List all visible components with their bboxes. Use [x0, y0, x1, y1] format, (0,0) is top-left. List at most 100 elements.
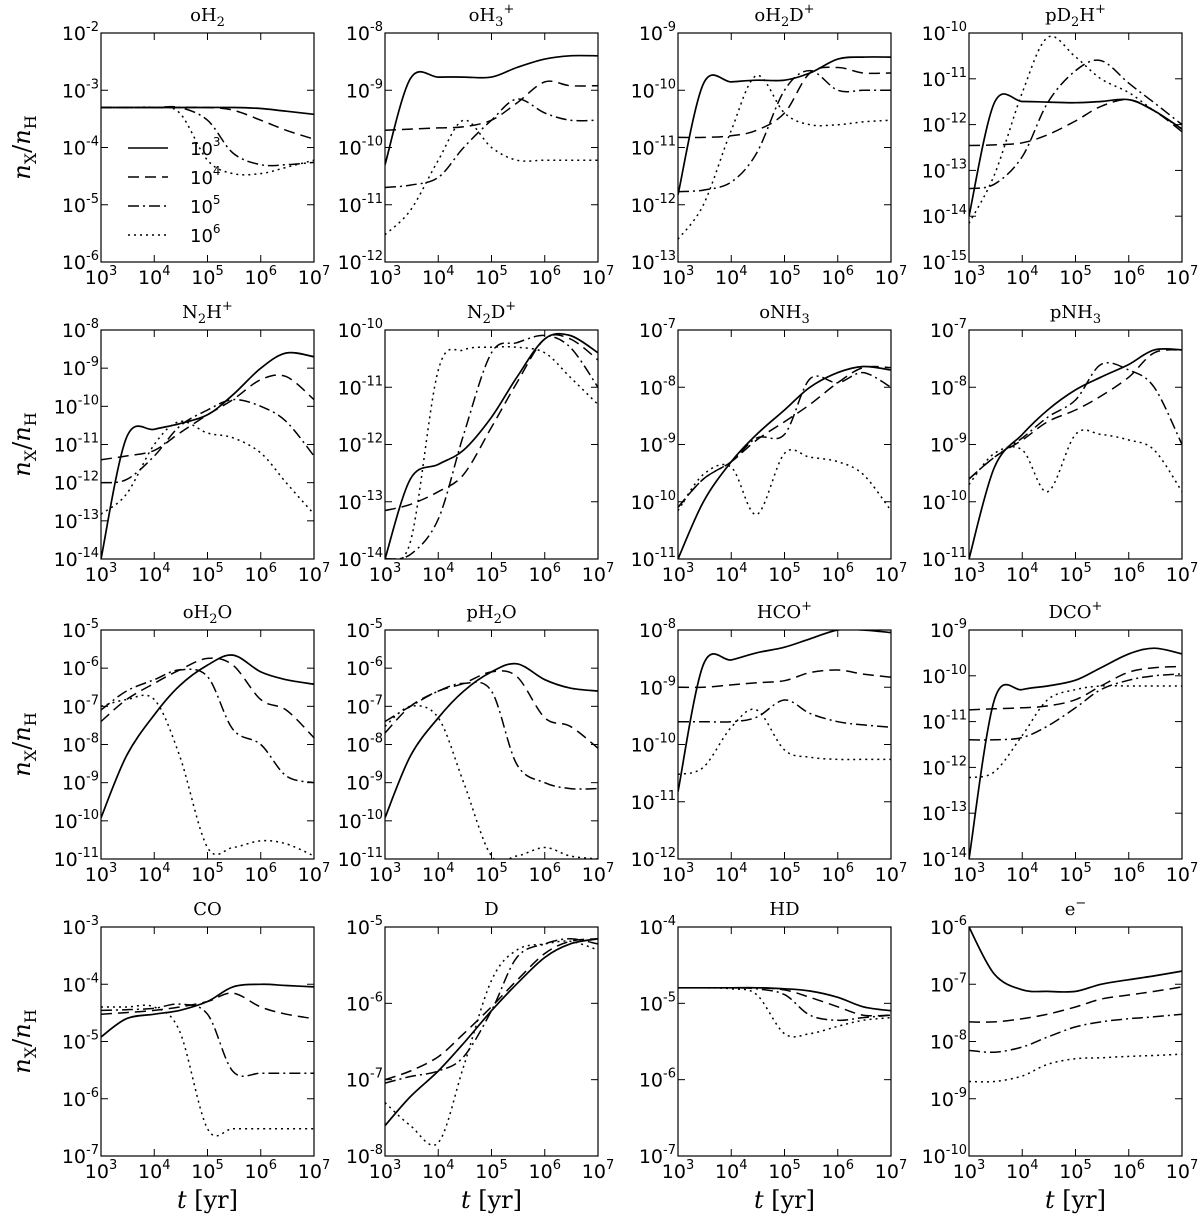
y-tick-label: 10-9 — [62, 355, 99, 380]
series-dashed-line — [385, 80, 598, 132]
y-tick-label: 10-10 — [338, 808, 383, 833]
y-tick-label: 10-5 — [346, 617, 383, 642]
series-dotted-line — [678, 448, 891, 516]
x-tick-label: 104 — [422, 861, 454, 886]
x-tick-label: 107 — [1166, 861, 1198, 886]
series-dashed-line — [101, 106, 314, 140]
panel-title: oH2D+ — [754, 2, 814, 30]
x-tick-label: 106 — [245, 561, 277, 586]
y-tick-label: 10-7 — [930, 971, 967, 996]
y-tick-label: 10-14 — [54, 546, 99, 571]
x-tick-label: 105 — [475, 561, 507, 586]
x-tick-label: 103 — [85, 264, 117, 289]
series-solid-line — [678, 56, 891, 195]
x-tick-label: 107 — [875, 264, 907, 289]
y-tick-label: 10-6 — [62, 655, 99, 680]
x-axis-label: t [yr] — [461, 1186, 522, 1214]
panel-title: HD — [769, 899, 799, 920]
series-dashdot-line — [969, 59, 1182, 190]
y-tick-label: 10-10 — [631, 77, 676, 102]
x-tick-label: 106 — [1113, 1158, 1145, 1183]
series-solid-line — [385, 332, 598, 559]
y-tick-label: 10-4 — [639, 914, 676, 939]
y-tick-label: 10-10 — [631, 489, 676, 514]
x-tick-label: 104 — [138, 561, 170, 586]
x-tick-label: 105 — [1059, 561, 1091, 586]
y-tick-label: 10-9 — [930, 432, 967, 457]
series-dashed-line — [385, 670, 598, 749]
x-tick-label: 105 — [475, 264, 507, 289]
series-solid-line — [678, 630, 891, 792]
y-tick-label: 10-6 — [62, 1086, 99, 1111]
series-dashdot-line — [101, 668, 314, 784]
x-tick-label: 107 — [298, 264, 330, 289]
panel-title: CO — [193, 899, 222, 920]
y-tick-label: 10-13 — [338, 489, 383, 514]
y-tick-label: 10-10 — [338, 135, 383, 160]
series-solid-line — [969, 927, 1182, 993]
x-tick-label: 105 — [191, 1158, 223, 1183]
y-tick-label: 10-10 — [338, 317, 383, 342]
x-tick-label: 105 — [768, 1158, 800, 1183]
series-solid-line — [101, 106, 314, 116]
x-tick-label: 106 — [245, 861, 277, 886]
series-dashed-line — [101, 657, 314, 739]
y-tick-label: 10-13 — [631, 249, 676, 274]
panel-title: N2H+ — [182, 299, 233, 327]
series-dotted-line — [969, 35, 1182, 224]
y-tick-label: 10-11 — [922, 709, 967, 734]
panel-1: 103 104 105 106 10710-1210-1110-1010-910-8oH… — [338, 2, 615, 289]
x-tick-label: 104 — [715, 264, 747, 289]
plot-frame — [968, 329, 1183, 560]
series-dashdot-line — [385, 938, 598, 1084]
x-tick-label: 104 — [1006, 264, 1038, 289]
y-tick-label: 10-4 — [62, 135, 99, 160]
x-tick-label: 105 — [768, 561, 800, 586]
x-tick-label: 104 — [715, 561, 747, 586]
y-tick-label: 10-9 — [639, 20, 676, 45]
y-tick-label: 10-7 — [639, 1143, 676, 1168]
x-tick-label: 104 — [715, 861, 747, 886]
panel-2: 103 104 105 106 107 10-13 10-12 10-11 10-10 10-9 o… — [631, 2, 908, 289]
y-tick-label: 10-3 — [62, 77, 99, 102]
x-axis-label: t [yr] — [177, 1186, 238, 1214]
x-tick-label: 103 — [369, 1158, 401, 1183]
y-tick-label: 10-11 — [338, 192, 383, 217]
legend-label: 103 — [190, 135, 221, 160]
series-dashed-line — [101, 992, 314, 1020]
series-solid-line — [385, 937, 598, 1127]
series-solid-line — [969, 93, 1182, 217]
plot-frame — [384, 926, 599, 1157]
series-dashdot-line — [969, 361, 1182, 480]
series-dashed-line — [678, 66, 891, 139]
x-tick-label: 106 — [529, 561, 561, 586]
series-dotted-line — [101, 694, 314, 857]
x-tick-label: 107 — [582, 561, 614, 586]
series-dashdot-line — [385, 681, 598, 790]
x-tick-label: 103 — [369, 264, 401, 289]
x-tick-label: 103 — [953, 561, 985, 586]
panel-3: 103 104 105 106 10710-1510-1410-1310-1210-11… — [922, 2, 1199, 289]
y-tick-label: 10-9 — [639, 432, 676, 457]
plot-frame — [100, 926, 315, 1157]
y-tick-label: 10-5 — [62, 1029, 99, 1054]
x-tick-label: 103 — [369, 561, 401, 586]
x-tick-label: 105 — [191, 561, 223, 586]
y-tick-label: 10-12 — [922, 754, 967, 779]
x-tick-label: 104 — [138, 264, 170, 289]
x-tick-label: 107 — [298, 861, 330, 886]
series-dashdot-line — [969, 1013, 1182, 1054]
legend-label: 106 — [190, 222, 221, 247]
y-tick-label: 10-8 — [639, 374, 676, 399]
x-tick-label: 107 — [1166, 561, 1198, 586]
series-dotted-line — [678, 708, 891, 776]
x-tick-label: 107 — [582, 861, 614, 886]
series-dotted-line — [969, 684, 1182, 779]
panel-title: pNH3 — [1050, 302, 1101, 327]
series-dashdot-line — [678, 699, 891, 729]
panel-title: oNH3 — [759, 302, 810, 327]
y-tick-label: 10-11 — [631, 789, 676, 814]
